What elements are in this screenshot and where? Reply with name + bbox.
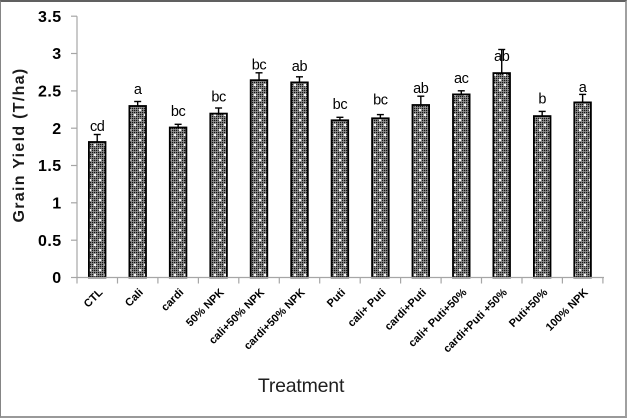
svg-text:cardi: cardi: [159, 287, 186, 314]
svg-text:cd: cd: [90, 119, 105, 135]
svg-text:3: 3: [52, 46, 61, 63]
svg-text:bc: bc: [373, 93, 388, 109]
svg-text:ab: ab: [292, 59, 308, 75]
svg-text:1.5: 1.5: [38, 158, 61, 175]
svg-text:3.5: 3.5: [38, 9, 61, 26]
svg-text:a: a: [134, 82, 143, 98]
svg-text:cali+ Puti: cali+ Puti: [346, 287, 389, 330]
svg-text:2: 2: [52, 121, 61, 138]
svg-text:50% NPK: 50% NPK: [184, 287, 227, 330]
svg-text:b: b: [538, 91, 546, 107]
svg-text:Cali: Cali: [123, 287, 146, 310]
svg-text:bc: bc: [211, 89, 226, 105]
svg-text:ab: ab: [413, 81, 429, 97]
svg-text:CTL: CTL: [82, 286, 106, 310]
svg-text:0: 0: [52, 270, 61, 287]
svg-text:a: a: [579, 80, 588, 96]
svg-text:ab: ab: [494, 49, 510, 65]
svg-text:Treatment: Treatment: [258, 375, 345, 397]
svg-text:ac: ac: [454, 71, 469, 87]
svg-text:2.5: 2.5: [38, 84, 61, 101]
svg-text:Puti+50%: Puti+50%: [507, 286, 550, 329]
svg-text:0.5: 0.5: [38, 233, 61, 250]
svg-text:bc: bc: [252, 57, 267, 73]
svg-text:100% NPK: 100% NPK: [544, 287, 591, 334]
svg-text:Grain Yield (T/ha): Grain Yield (T/ha): [11, 68, 28, 223]
svg-text:Puti: Puti: [325, 287, 348, 310]
svg-text:bc: bc: [171, 104, 186, 120]
svg-text:1: 1: [52, 195, 61, 212]
svg-text:bc: bc: [333, 97, 348, 113]
